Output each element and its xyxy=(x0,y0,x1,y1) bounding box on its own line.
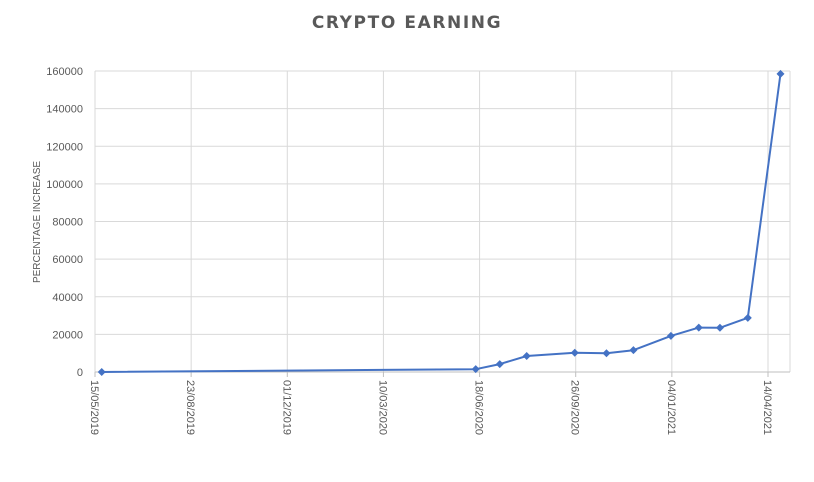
y-tick-label: 0 xyxy=(77,367,83,379)
x-tick-label: 26/09/2020 xyxy=(569,380,581,435)
data-point-marker xyxy=(629,346,638,355)
data-point-marker xyxy=(743,313,752,322)
y-axis-ticks: 0 20000 40000 60000 80000 100000 120000 140000 1… xyxy=(46,66,83,379)
y-tick-label: 20000 xyxy=(52,329,83,341)
data-point-marker xyxy=(495,360,504,369)
x-tick-label: 23/08/2019 xyxy=(184,380,196,435)
data-point-marker xyxy=(570,348,579,357)
data-point-marker xyxy=(666,331,675,340)
y-axis-label: PERCENTAGE INCREASE xyxy=(32,161,43,283)
axes xyxy=(94,371,790,377)
x-tick-label: 04/01/2021 xyxy=(665,380,677,435)
data-point-marker xyxy=(715,323,724,332)
y-tick-label: 60000 xyxy=(52,254,83,266)
y-tick-label: 100000 xyxy=(46,179,83,191)
data-point-marker xyxy=(776,69,785,78)
x-tick-label: 15/05/2019 xyxy=(88,380,100,435)
x-tick-label: 01/12/2019 xyxy=(280,380,292,435)
data-point-marker xyxy=(694,323,703,332)
x-tick-label: 18/06/2020 xyxy=(473,380,485,435)
data-point-marker xyxy=(471,365,480,374)
x-axis-ticks: 15/05/2019 23/08/2019 01/12/2019 10/03/2020… xyxy=(88,380,773,435)
y-tick-label: 40000 xyxy=(52,292,83,304)
series-line xyxy=(101,73,782,373)
x-tick-label: 14/04/2021 xyxy=(761,380,773,435)
chart-title: CRYPTO EARNING xyxy=(312,13,502,33)
series-layer xyxy=(97,69,785,376)
y-tick-label: 120000 xyxy=(46,141,83,153)
data-point-marker xyxy=(522,352,531,361)
y-tick-label: 140000 xyxy=(46,104,83,116)
y-tick-label: 160000 xyxy=(46,66,83,78)
x-tick-label: 10/03/2020 xyxy=(376,380,388,435)
data-point-marker xyxy=(97,368,106,376)
y-tick-label: 80000 xyxy=(52,217,83,229)
data-point-marker xyxy=(602,349,611,358)
grid-lines xyxy=(94,70,791,372)
